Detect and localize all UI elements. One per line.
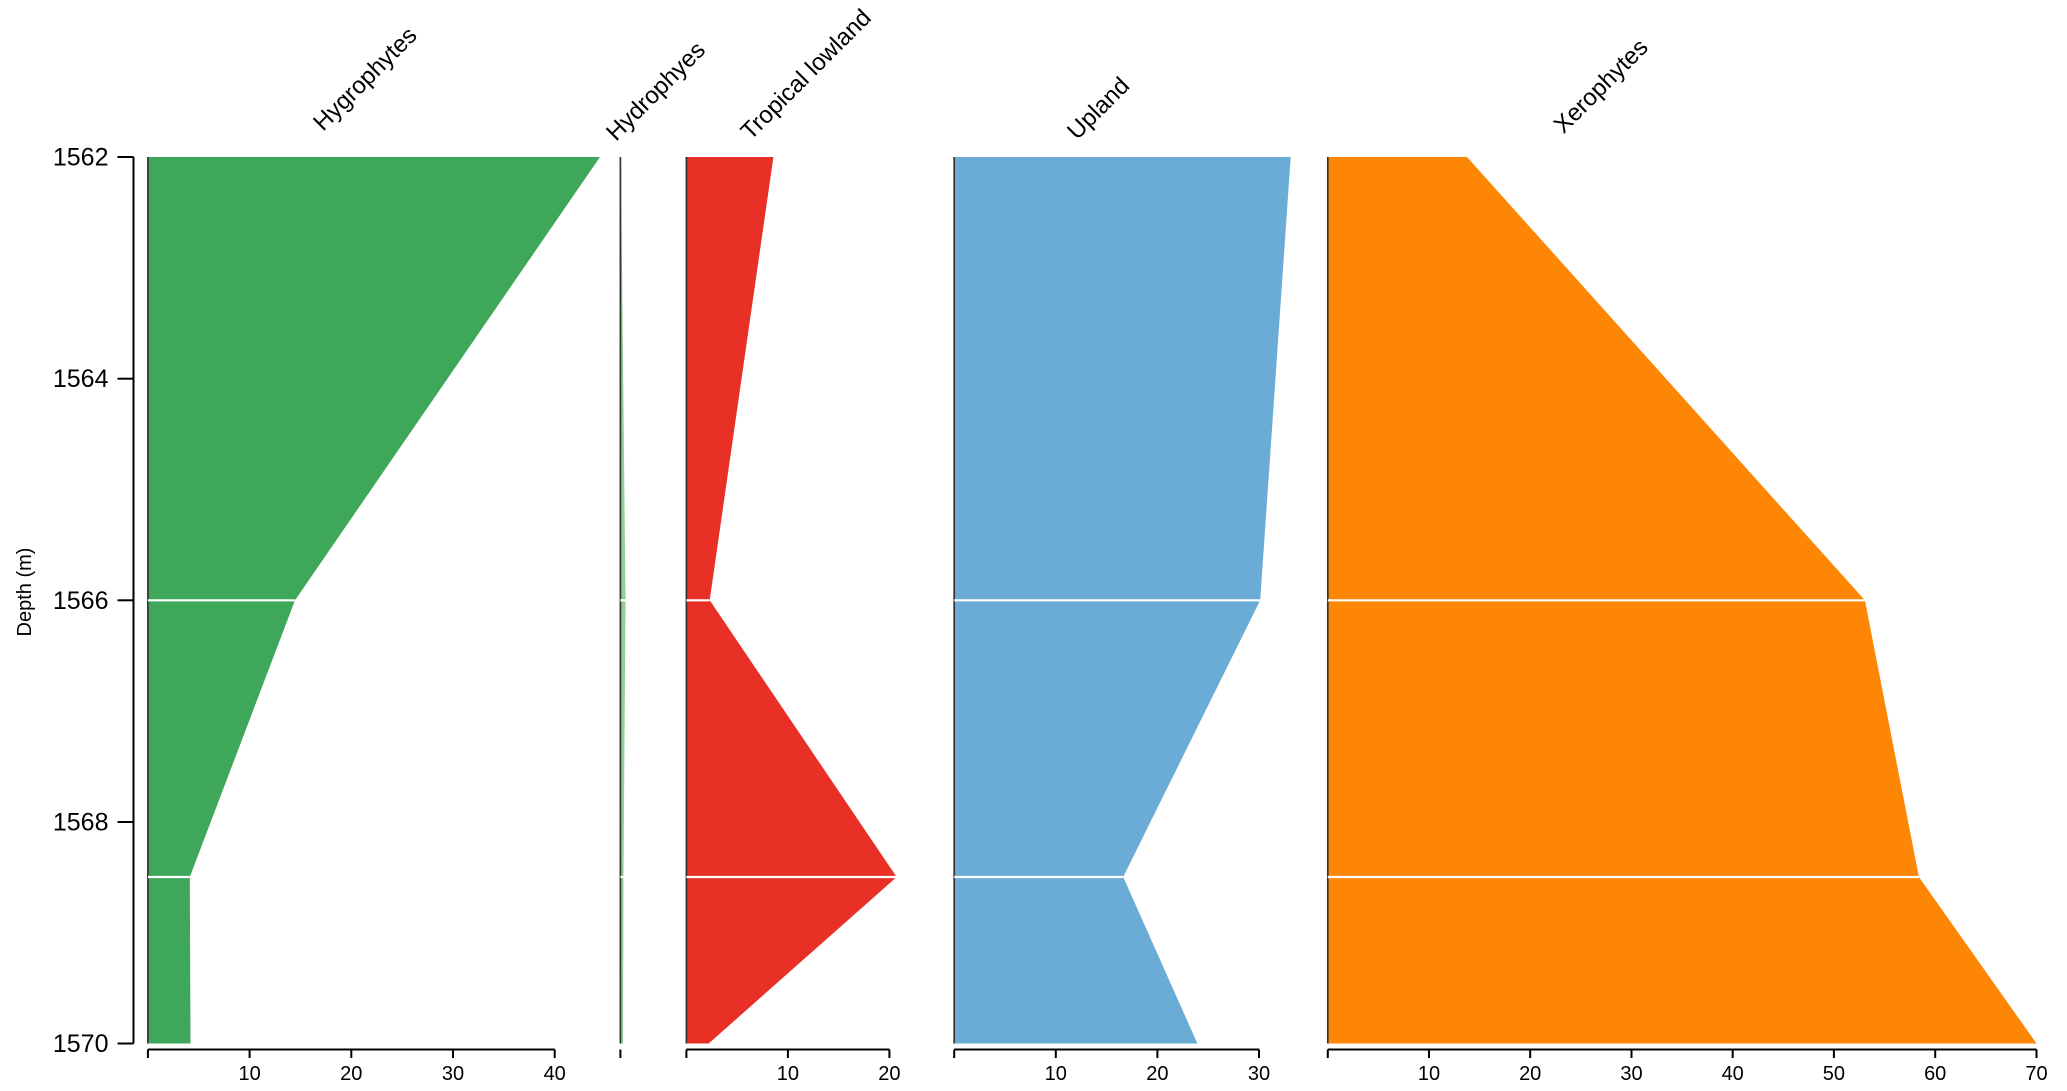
svg-text:1568: 1568 <box>53 809 109 837</box>
svg-text:30: 30 <box>442 1063 464 1085</box>
svg-text:10: 10 <box>1418 1063 1440 1085</box>
svg-text:30: 30 <box>1620 1063 1642 1085</box>
svg-text:20: 20 <box>1146 1063 1168 1085</box>
svg-text:40: 40 <box>544 1063 566 1085</box>
svg-text:1566: 1566 <box>53 587 109 615</box>
svg-text:20: 20 <box>878 1063 900 1085</box>
svg-text:1562: 1562 <box>53 144 109 172</box>
svg-text:10: 10 <box>777 1063 799 1085</box>
svg-text:Depth (m): Depth (m) <box>14 548 36 637</box>
svg-text:60: 60 <box>1924 1063 1946 1085</box>
svg-text:70: 70 <box>2025 1063 2047 1085</box>
svg-text:20: 20 <box>340 1063 362 1085</box>
svg-text:40: 40 <box>1722 1063 1744 1085</box>
svg-text:50: 50 <box>1823 1063 1845 1085</box>
svg-text:1564: 1564 <box>53 365 109 393</box>
svg-text:10: 10 <box>1045 1063 1067 1085</box>
svg-text:1570: 1570 <box>53 1030 109 1058</box>
svg-text:10: 10 <box>238 1063 260 1085</box>
svg-text:20: 20 <box>1519 1063 1541 1085</box>
svg-text:30: 30 <box>1248 1063 1270 1085</box>
